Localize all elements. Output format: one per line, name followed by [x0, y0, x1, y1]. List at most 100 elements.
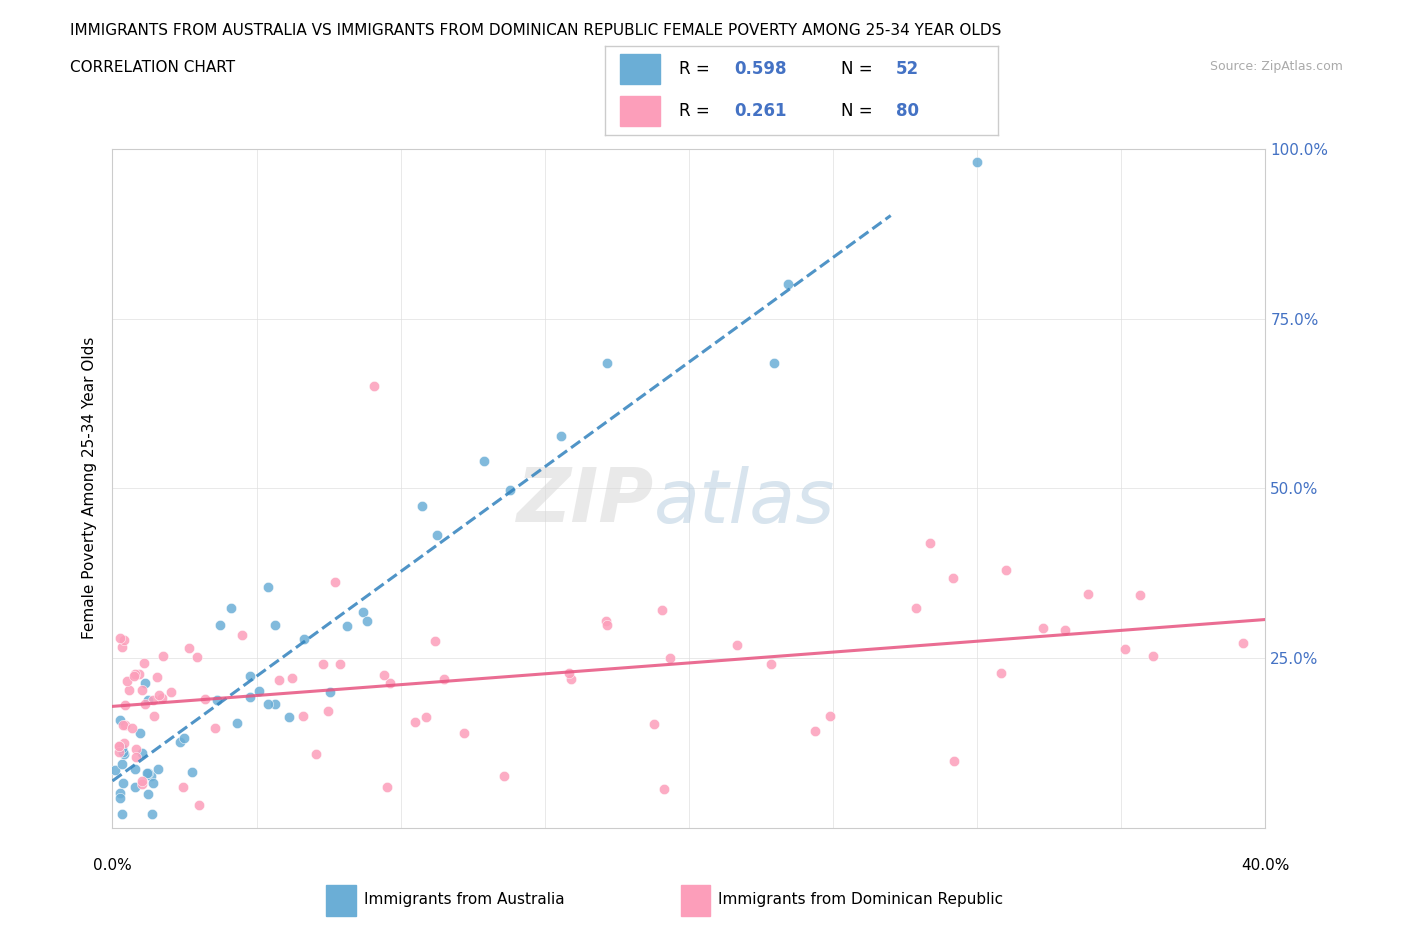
Point [316, 703, 339, 718]
Point [1077, 586, 1099, 601]
Point [134, 675, 156, 690]
Bar [620, 96, 659, 126]
Point [257, 697, 280, 711]
Point [169, 735, 191, 750]
Point [152, 648, 174, 663]
Point [404, 714, 426, 729]
Point [204, 720, 226, 735]
Point [269, 672, 291, 687]
Text: N =: N = [841, 102, 877, 120]
Point [136, 693, 159, 708]
Text: Immigrants from Australia: Immigrants from Australia [364, 892, 565, 908]
Text: 0.261: 0.261 [734, 102, 787, 120]
Bar [620, 55, 659, 85]
Point [596, 355, 619, 370]
Point [415, 710, 437, 724]
Point [920, 535, 942, 550]
Point [1114, 642, 1136, 657]
Point [352, 604, 374, 619]
Point [131, 683, 153, 698]
Point [150, 691, 173, 706]
Point [499, 483, 522, 498]
Point [131, 774, 153, 789]
Point [124, 779, 146, 794]
Point [108, 712, 131, 727]
Point [124, 762, 146, 777]
Point [453, 725, 475, 740]
Point [122, 669, 145, 684]
Point [263, 697, 285, 711]
Point [117, 683, 139, 698]
Point [1232, 635, 1254, 650]
Point [761, 657, 783, 671]
Point [818, 709, 841, 724]
Point [172, 779, 194, 794]
Point [114, 718, 136, 733]
Point [112, 736, 135, 751]
Point [111, 806, 134, 821]
Point [336, 618, 359, 633]
Point [111, 741, 134, 756]
Point [966, 155, 988, 170]
Point [1129, 588, 1152, 603]
Point [378, 676, 401, 691]
Point [423, 633, 446, 648]
Point [433, 671, 456, 686]
Point [134, 697, 156, 711]
Point [904, 601, 927, 616]
Point [319, 684, 342, 699]
Point [209, 618, 232, 632]
Point [111, 757, 134, 772]
Point [1054, 622, 1077, 637]
Text: 0.598: 0.598 [734, 60, 787, 78]
Point [411, 498, 433, 513]
Point [139, 768, 162, 783]
Point [643, 716, 665, 731]
Point [596, 618, 619, 632]
Point [110, 631, 132, 645]
Point [995, 563, 1018, 578]
Point [560, 671, 582, 686]
Point [136, 787, 159, 802]
Point [312, 657, 335, 671]
Y-axis label: Female Poverty Among 25-34 Year Olds: Female Poverty Among 25-34 Year Olds [82, 337, 97, 640]
Point [377, 779, 399, 794]
Point [225, 715, 247, 730]
Point [426, 527, 449, 542]
Point [128, 725, 150, 740]
Point [125, 750, 148, 764]
Point [725, 637, 748, 652]
Point [180, 764, 202, 779]
Point [763, 356, 786, 371]
Point [1032, 621, 1054, 636]
Point [173, 730, 195, 745]
Point [114, 747, 136, 762]
Text: IMMIGRANTS FROM AUSTRALIA VS IMMIGRANTS FROM DOMINICAN REPUBLIC FEMALE POVERTY A: IMMIGRANTS FROM AUSTRALIA VS IMMIGRANTS … [70, 23, 1001, 38]
Point [373, 668, 395, 683]
Point [239, 669, 262, 684]
Point [112, 775, 135, 790]
Text: atlas: atlas [654, 466, 835, 538]
Point [942, 570, 965, 585]
Point [1142, 648, 1164, 663]
Point [111, 744, 134, 759]
Bar [326, 885, 356, 916]
Point [550, 428, 572, 443]
Point [107, 739, 129, 754]
Point [363, 379, 385, 394]
Point [305, 747, 328, 762]
Point [291, 709, 314, 724]
Text: CORRELATION CHART: CORRELATION CHART [70, 60, 235, 75]
Point [114, 698, 136, 712]
Point [280, 671, 302, 685]
Point [804, 724, 827, 738]
Point [651, 603, 673, 618]
Point [143, 709, 166, 724]
Text: 52: 52 [896, 60, 920, 78]
Point [108, 738, 131, 753]
Point [194, 691, 217, 706]
Point [111, 718, 134, 733]
Point [159, 684, 181, 699]
Text: R =: R = [679, 102, 716, 120]
Point [595, 614, 617, 629]
